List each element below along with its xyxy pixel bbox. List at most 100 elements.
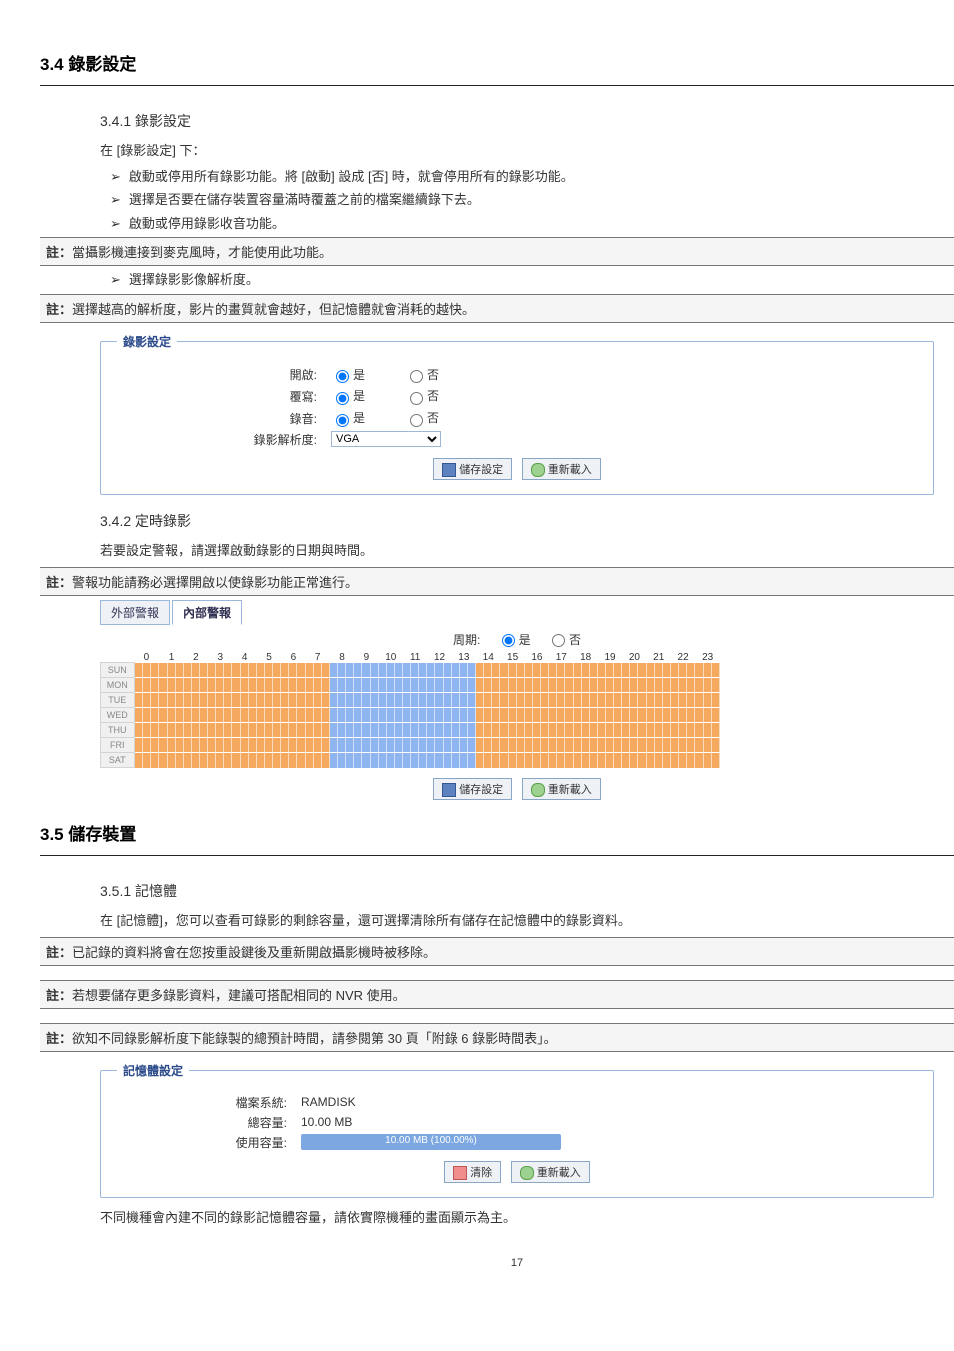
schedule-cell[interactable] xyxy=(525,678,549,693)
schedule-cell[interactable] xyxy=(159,663,183,678)
schedule-cell[interactable] xyxy=(159,708,183,723)
schedule-cell[interactable] xyxy=(354,663,378,678)
schedule-cell[interactable] xyxy=(622,663,646,678)
schedule-cell[interactable] xyxy=(306,693,330,708)
schedule-cell[interactable] xyxy=(232,693,256,708)
schedule-cell[interactable] xyxy=(306,678,330,693)
schedule-cell[interactable] xyxy=(184,693,208,708)
schedule-cell[interactable] xyxy=(403,678,427,693)
schedule-cell[interactable] xyxy=(281,693,305,708)
schedule-cell[interactable] xyxy=(573,663,597,678)
schedule-cell[interactable] xyxy=(281,708,305,723)
schedule-cell[interactable] xyxy=(452,663,476,678)
schedule-cell[interactable] xyxy=(695,663,720,678)
schedule-cell[interactable] xyxy=(695,753,720,768)
schedule-cell[interactable] xyxy=(500,708,524,723)
schedule-cell[interactable] xyxy=(134,723,159,738)
schedule-cell[interactable] xyxy=(403,663,427,678)
schedule-cell[interactable] xyxy=(208,678,232,693)
schedule-cell[interactable] xyxy=(184,678,208,693)
schedule-cell[interactable] xyxy=(232,723,256,738)
schedule-cell[interactable] xyxy=(184,738,208,753)
schedule-cell[interactable] xyxy=(476,678,500,693)
schedule-cell[interactable] xyxy=(281,663,305,678)
schedule-cell[interactable] xyxy=(500,738,524,753)
schedule-cell[interactable] xyxy=(403,723,427,738)
schedule-cell[interactable] xyxy=(427,723,451,738)
schedule-cell[interactable] xyxy=(379,723,403,738)
schedule-cell[interactable] xyxy=(330,663,354,678)
resolution-select[interactable]: VGA xyxy=(331,431,441,447)
schedule-cell[interactable] xyxy=(427,738,451,753)
schedule-cell[interactable] xyxy=(452,738,476,753)
schedule-cell[interactable] xyxy=(500,753,524,768)
schedule-cell[interactable] xyxy=(427,663,451,678)
schedule-cell[interactable] xyxy=(208,663,232,678)
schedule-cell[interactable] xyxy=(232,708,256,723)
schedule-cell[interactable] xyxy=(573,738,597,753)
reload-button[interactable]: 重新載入 xyxy=(522,778,601,800)
schedule-cell[interactable] xyxy=(500,663,524,678)
schedule-cell[interactable] xyxy=(427,753,451,768)
save-button[interactable]: 儲存設定 xyxy=(433,458,512,480)
schedule-cell[interactable] xyxy=(208,708,232,723)
tab-external[interactable]: 外部警報 xyxy=(100,600,170,625)
schedule-cell[interactable] xyxy=(500,723,524,738)
schedule-cell[interactable] xyxy=(257,693,281,708)
schedule-cell[interactable] xyxy=(452,678,476,693)
tab-internal[interactable]: 內部警報 xyxy=(172,600,242,625)
schedule-cell[interactable] xyxy=(598,693,622,708)
schedule-cell[interactable] xyxy=(379,738,403,753)
schedule-cell[interactable] xyxy=(306,723,330,738)
schedule-cell[interactable] xyxy=(647,663,671,678)
radio-input[interactable] xyxy=(410,414,423,427)
schedule-cell[interactable] xyxy=(549,723,573,738)
clear-button[interactable]: 清除 xyxy=(444,1161,501,1183)
schedule-cell[interactable] xyxy=(695,693,720,708)
schedule-cell[interactable] xyxy=(573,723,597,738)
schedule-cell[interactable] xyxy=(281,678,305,693)
schedule-cell[interactable] xyxy=(598,738,622,753)
schedule-cell[interactable] xyxy=(622,678,646,693)
schedule-cell[interactable] xyxy=(159,723,183,738)
schedule-cell[interactable] xyxy=(184,723,208,738)
schedule-cell[interactable] xyxy=(549,693,573,708)
schedule-cell[interactable] xyxy=(647,693,671,708)
schedule-cell[interactable] xyxy=(647,723,671,738)
schedule-cell[interactable] xyxy=(598,678,622,693)
schedule-cell[interactable] xyxy=(306,738,330,753)
schedule-cell[interactable] xyxy=(134,708,159,723)
schedule-cell[interactable] xyxy=(257,708,281,723)
schedule-cell[interactable] xyxy=(257,738,281,753)
schedule-cell[interactable] xyxy=(427,693,451,708)
schedule-cell[interactable] xyxy=(232,753,256,768)
schedule-cell[interactable] xyxy=(403,738,427,753)
schedule-cell[interactable] xyxy=(184,708,208,723)
radio-overwrite-no[interactable]: 否 xyxy=(405,387,439,405)
schedule-cell[interactable] xyxy=(134,663,159,678)
schedule-cell[interactable] xyxy=(184,753,208,768)
schedule-cell[interactable] xyxy=(452,723,476,738)
radio-input[interactable] xyxy=(336,414,349,427)
schedule-cell[interactable] xyxy=(452,708,476,723)
radio-audio-no[interactable]: 否 xyxy=(405,409,439,427)
schedule-cell[interactable] xyxy=(598,723,622,738)
schedule-cell[interactable] xyxy=(671,753,695,768)
schedule-cell[interactable] xyxy=(525,708,549,723)
schedule-cell[interactable] xyxy=(208,753,232,768)
schedule-cell[interactable] xyxy=(208,738,232,753)
schedule-cell[interactable] xyxy=(134,678,159,693)
schedule-cell[interactable] xyxy=(476,708,500,723)
schedule-cell[interactable] xyxy=(379,693,403,708)
schedule-cell[interactable] xyxy=(695,738,720,753)
schedule-cell[interactable] xyxy=(330,723,354,738)
schedule-cell[interactable] xyxy=(500,678,524,693)
schedule-cell[interactable] xyxy=(379,708,403,723)
schedule-cell[interactable] xyxy=(257,753,281,768)
schedule-cell[interactable] xyxy=(208,723,232,738)
schedule-cell[interactable] xyxy=(403,708,427,723)
schedule-cell[interactable] xyxy=(549,753,573,768)
schedule-cell[interactable] xyxy=(476,723,500,738)
schedule-cell[interactable] xyxy=(427,708,451,723)
schedule-cell[interactable] xyxy=(281,738,305,753)
